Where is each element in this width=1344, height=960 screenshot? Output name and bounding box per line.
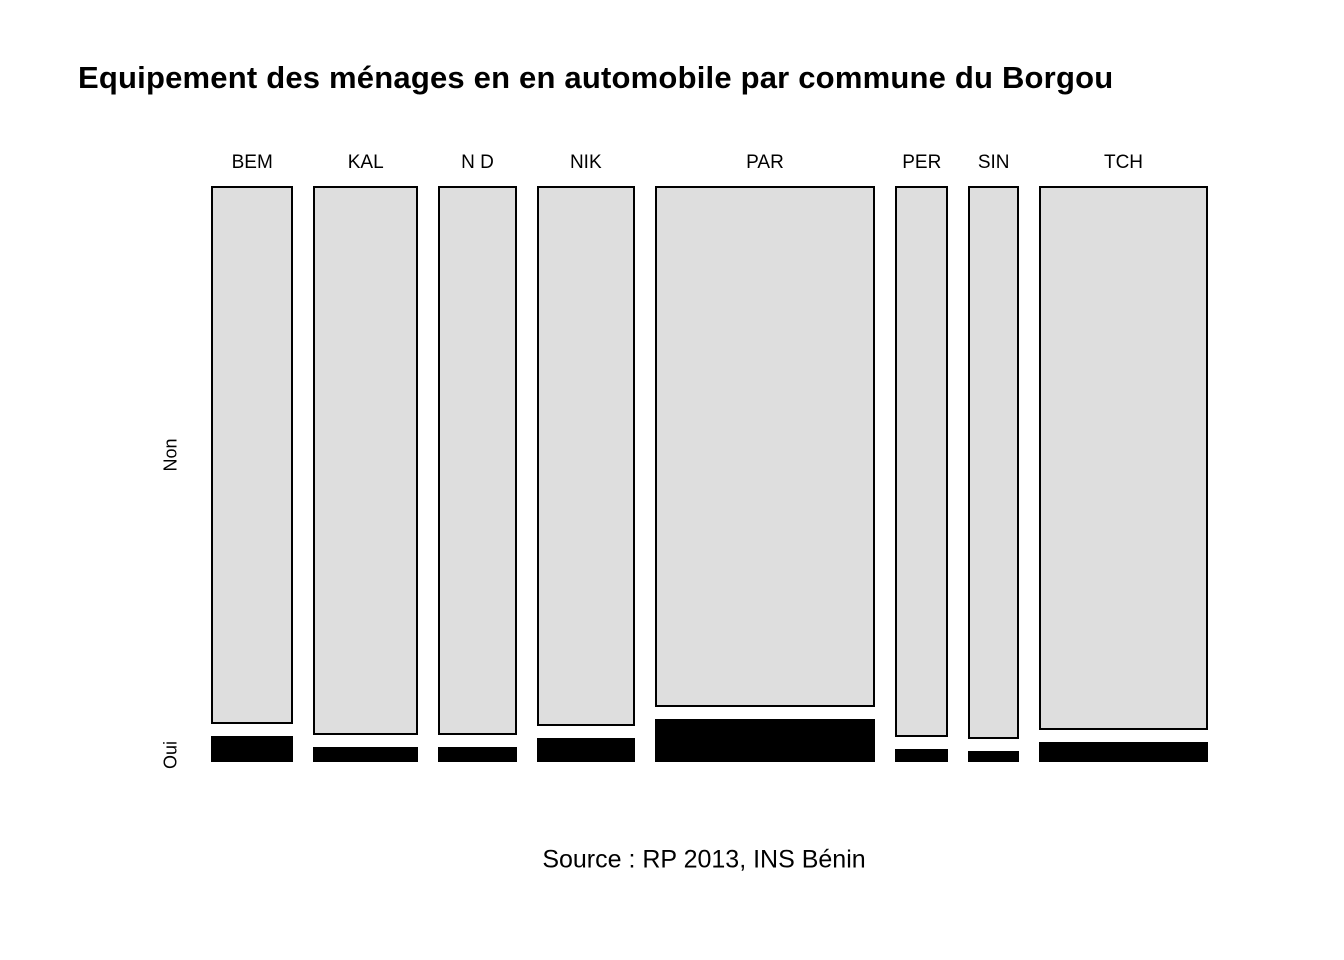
chart-title: Equipement des ménages en en automobile … [78,60,1114,95]
column-label-n-d: N D [461,152,494,173]
oui-segment-nik [536,737,635,762]
oui-segment-per [895,749,949,762]
oui-segment-sin [968,750,1019,762]
oui-segment-bem [211,736,294,762]
oui-segment-kal [313,746,419,762]
column-label-nik: NIK [569,152,602,173]
non-segment-per [895,186,949,737]
oui-segment-tch [1039,742,1208,762]
oui-segment-n-d [438,746,517,762]
y-axis-label-oui: Oui [160,740,181,770]
column-label-kal: KAL [347,152,384,173]
non-segment-sin [968,186,1019,739]
source-caption: Source : RP 2013, INS Bénin [542,845,866,874]
non-segment-n-d [438,186,517,735]
column-label-bem: BEM [231,152,273,173]
column-label-per: PER [902,152,942,173]
non-segment-par [654,186,876,708]
non-segment-nik [536,186,635,726]
column-label-tch: TCH [1103,152,1144,173]
non-segment-tch [1039,186,1208,731]
column-label-par: PAR [746,152,784,173]
non-segment-bem [211,186,294,725]
non-segment-kal [313,186,419,735]
column-label-sin: SIN [977,152,1010,173]
oui-segment-par [654,719,876,762]
y-axis-label-non: Non [160,438,181,472]
